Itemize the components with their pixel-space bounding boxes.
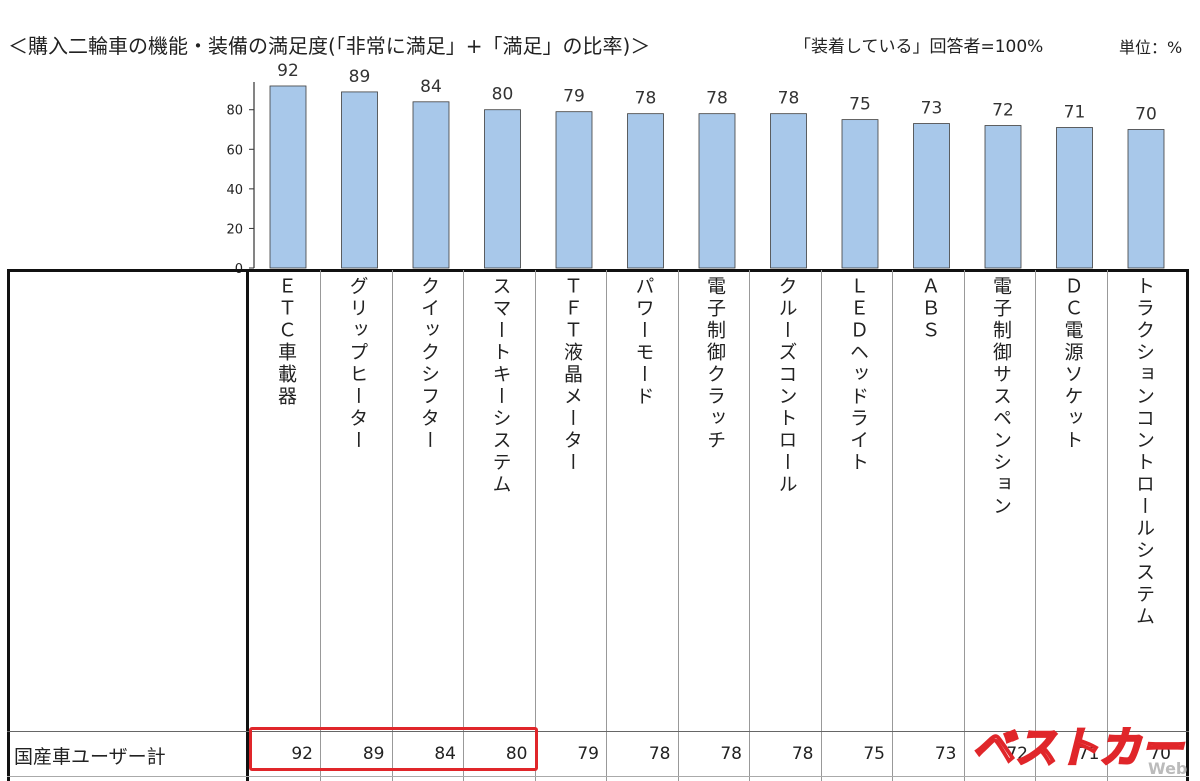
bar — [913, 123, 950, 269]
bar-value-label: 72 — [992, 101, 1014, 121]
column-divider — [391, 270, 393, 781]
category-label: ＬＥＤヘッドライト — [847, 276, 869, 474]
bar — [627, 113, 664, 269]
watermark-logo: ベストカー Web — [966, 716, 1198, 780]
category-label: クルーズコントロール — [775, 276, 798, 496]
bar — [412, 101, 450, 269]
bar — [269, 85, 307, 269]
column-divider — [1106, 270, 1108, 781]
category-label: スマートキーシステム — [489, 276, 512, 496]
table-cell-value: 75 — [863, 744, 885, 764]
table-cell-value: 78 — [720, 744, 742, 764]
bar-value-label: 73 — [921, 99, 943, 119]
bar — [1056, 127, 1093, 269]
watermark-logo-suffix: Web — [1148, 759, 1187, 778]
category-label: 電子制御サスペンション — [990, 276, 1012, 518]
bar — [698, 113, 736, 269]
column-divider — [1035, 270, 1036, 781]
table-cell-value: 89 — [362, 744, 385, 764]
bar-value-label: 71 — [1064, 103, 1086, 123]
table-cell-value: 92 — [291, 744, 313, 764]
data-table — [7, 269, 1189, 781]
table-cell-value: 73 — [934, 744, 957, 764]
bar-value-label: 75 — [849, 95, 871, 115]
y-tick-label: 40 — [226, 183, 243, 198]
column-divider — [677, 270, 679, 781]
category-label: クイックシフター — [418, 276, 440, 452]
bar-chart: 0 20 40 60 80 92 89 84 80 79 78 78 78 75 73 72 71 70 — [226, 61, 1165, 275]
column-divider — [463, 270, 464, 781]
table-cell-value: 78 — [648, 744, 671, 764]
bar — [770, 113, 807, 269]
table-cell-value: 71 — [1077, 744, 1100, 764]
column-divider — [892, 270, 893, 781]
bar-value-label: 80 — [492, 85, 514, 105]
y-tick-label: 20 — [226, 222, 243, 237]
category-label: ＥＴＣ車載器 — [275, 276, 297, 408]
bar-value-label: 92 — [277, 61, 299, 81]
respondents-note: 「装着している」回答者=100% — [794, 37, 1044, 57]
bar-value-label: 78 — [778, 89, 800, 109]
bar — [484, 109, 521, 269]
row-label-domestic-total: 国産車ユーザー計 — [14, 746, 166, 768]
bar — [555, 111, 593, 269]
category-label: ＤＣ電源ソケット — [1061, 276, 1084, 452]
row-separator — [7, 731, 1189, 732]
column-divider — [606, 270, 607, 781]
column-divider — [963, 270, 965, 781]
column-divider — [749, 270, 750, 781]
category-label: ＴＦＴ液晶メーター — [561, 276, 583, 474]
column-divider — [320, 270, 321, 781]
bar-value-label: 70 — [1135, 105, 1157, 125]
table-cell-value: 79 — [577, 744, 599, 764]
y-tick-label: 80 — [226, 104, 243, 119]
watermark-logo-text: ベストカー — [972, 723, 1185, 772]
bar-value-label: 79 — [563, 87, 585, 107]
chart-title: ＜購入二輪車の機能・装備の満足度(「非常に満足」+「満足」の比率)＞ — [8, 34, 651, 58]
category-label: グリップヒーター — [346, 276, 369, 452]
bar-value-label: 84 — [420, 77, 442, 97]
table-cell-value: 80 — [505, 744, 528, 764]
bar-value-label: 78 — [635, 89, 657, 109]
table-cell-value: 70 — [1149, 744, 1171, 764]
bar — [1127, 129, 1165, 269]
column-divider — [820, 270, 822, 781]
column-divider — [246, 270, 249, 781]
bar-value-label: 89 — [349, 67, 371, 87]
bar — [341, 91, 378, 269]
table-cell-value: 78 — [791, 744, 814, 764]
bar — [984, 125, 1022, 269]
bar — [841, 119, 879, 269]
bar-value-label: 78 — [706, 89, 728, 109]
column-divider — [534, 270, 536, 781]
category-label: ＡＢＳ — [918, 276, 941, 342]
category-label: トラクションコントロールシステム — [1133, 276, 1155, 628]
y-tick-label: 60 — [226, 143, 243, 158]
table-cell-value: 72 — [1006, 744, 1028, 764]
y-tick-label: 0 — [235, 262, 243, 275]
category-label: パワーモード — [632, 276, 655, 408]
unit-label: 単位：% — [1119, 38, 1183, 57]
category-label: 電子制御クラッチ — [704, 276, 726, 452]
row-separator-bottom — [7, 776, 1189, 777]
table-cell-value: 84 — [434, 744, 456, 764]
highlight-box — [249, 727, 538, 771]
